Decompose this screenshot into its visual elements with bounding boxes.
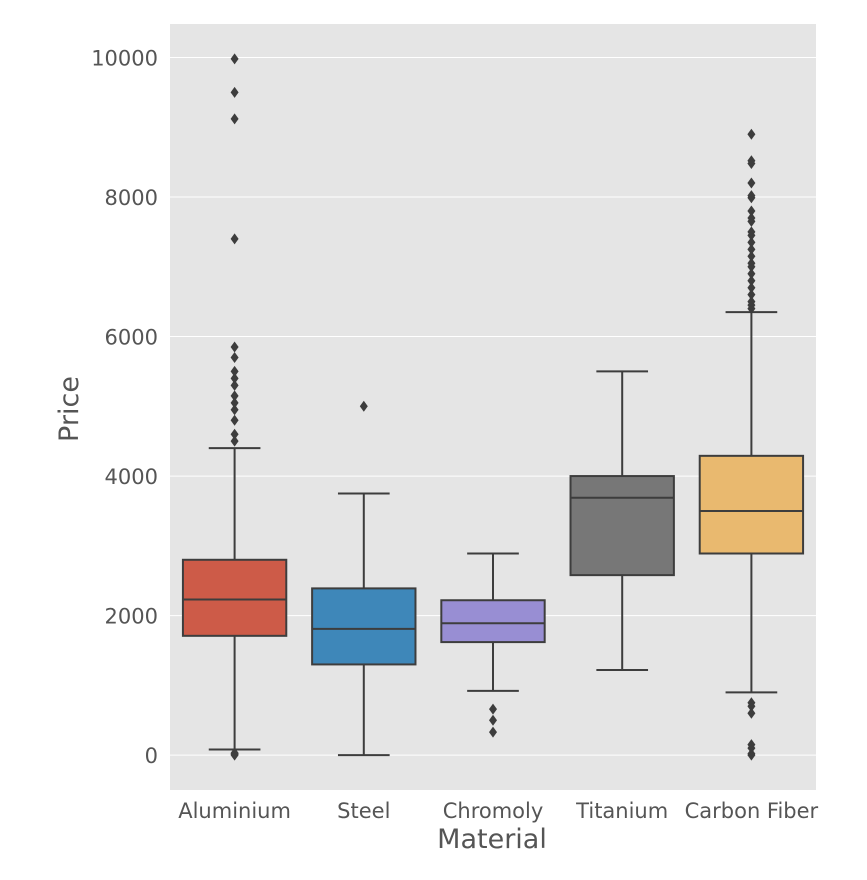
outlier-point: [230, 341, 239, 353]
outlier-point: [489, 714, 497, 726]
outlier-point: [230, 397, 239, 409]
outlier-point: [747, 748, 756, 760]
outlier-point: [230, 86, 239, 98]
outlier-point: [747, 212, 756, 224]
x-tick-labels: Aluminium Steel Chromoly Titanium Carbon Fib…: [178, 799, 818, 823]
outlier-point: [747, 275, 756, 287]
outlier-point: [230, 414, 239, 426]
y-axis-label: Price: [54, 376, 85, 442]
outlier-point: [747, 697, 756, 709]
x-tick-label: Titanium: [575, 799, 668, 823]
y-tick-label: 2000: [105, 605, 158, 629]
outlier-point: [747, 236, 756, 248]
y-tick-label: 4000: [105, 465, 158, 489]
outlier-point: [230, 53, 239, 65]
x-tick-label: Steel: [337, 799, 390, 823]
outlier-point: [747, 128, 756, 140]
outlier-point: [747, 296, 756, 308]
outlier-point: [747, 205, 756, 217]
y-tick-label: 0: [145, 744, 158, 768]
box-iqr: [698, 454, 805, 555]
outlier-point: [489, 726, 497, 738]
box-group-steel: [311, 400, 417, 757]
outlier-point: [747, 177, 756, 189]
outlier-point: [230, 365, 239, 377]
outlier-point: [230, 233, 239, 245]
x-axis-label: Material: [437, 824, 547, 855]
box-iqr: [569, 475, 675, 577]
box-iqr: [440, 599, 546, 644]
x-tick-label: Chromoly: [443, 799, 544, 823]
x-tick-label: Aluminium: [178, 799, 291, 823]
box-iqr: [311, 587, 417, 666]
outlier-point: [230, 747, 239, 759]
outlier-point: [230, 435, 239, 447]
outlier-point: [747, 243, 756, 255]
outlier-point: [230, 379, 239, 391]
outlier-point: [230, 113, 239, 125]
outlier-point: [747, 289, 756, 301]
outlier-point: [747, 257, 756, 269]
outlier-point: [747, 739, 756, 751]
y-tick-labels: 0 2000 4000 6000 8000 10000: [91, 46, 158, 768]
outlier-point: [747, 707, 756, 719]
outlier-point: [230, 390, 239, 402]
box-group-aluminium: [181, 53, 288, 761]
outlier-point: [230, 404, 239, 416]
outlier-point: [747, 268, 756, 280]
box-group-titanium: [569, 370, 675, 672]
outlier-point: [747, 282, 756, 294]
outlier-point: [489, 703, 497, 715]
y-tick-label: 8000: [105, 186, 158, 210]
outlier-point: [230, 428, 239, 440]
outlier-point: [359, 400, 368, 412]
box-group-carbon-fiber: [698, 128, 805, 761]
outlier-point: [230, 351, 239, 363]
boxes-layer: [181, 53, 805, 761]
outlier-point: [747, 226, 756, 238]
outlier-point: [747, 190, 756, 202]
outlier-point: [230, 372, 239, 384]
box-iqr: [181, 558, 288, 637]
outlier-point: [747, 155, 756, 167]
y-tick-label: 6000: [105, 326, 158, 350]
y-tick-label: 10000: [91, 46, 158, 70]
outlier-point: [747, 250, 756, 262]
x-tick-label: Carbon Fiber: [685, 799, 819, 823]
box-group-chromoly: [440, 552, 546, 738]
